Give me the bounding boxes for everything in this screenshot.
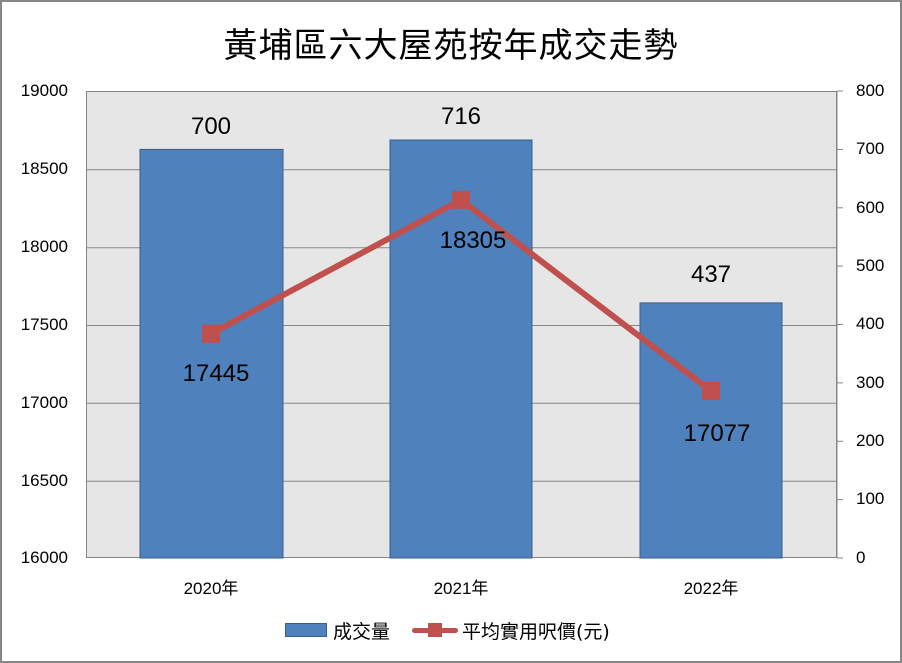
legend-label: 成交量 <box>333 620 391 643</box>
line-value-label: 17077 <box>683 420 751 447</box>
bar-value-label: 437 <box>690 261 732 288</box>
right-tick: 0 <box>856 548 866 567</box>
legend-line-marker-icon <box>412 623 459 637</box>
right-tick: 200 <box>856 431 885 450</box>
x-label: 2022年 <box>683 579 739 598</box>
left-tick: 16000 <box>20 548 68 567</box>
left-tick: 16500 <box>20 471 68 490</box>
legend-item-volume: 成交量 <box>285 617 390 644</box>
legend: 成交量 平均實用呎價(元) <box>285 616 632 644</box>
right-tick: 100 <box>856 489 885 508</box>
legend-bar-swatch-icon <box>285 623 327 637</box>
right-tick: 300 <box>856 373 885 392</box>
left-tick: 18500 <box>20 159 68 178</box>
line-series <box>202 190 720 400</box>
bar-2020 <box>139 148 284 559</box>
right-tick: 700 <box>856 139 885 158</box>
bar-2021 <box>389 139 533 559</box>
chart-title: 黃埔區六大屋苑按年成交走勢 <box>223 26 679 66</box>
marker-2021 <box>452 190 470 209</box>
left-tick: 17500 <box>20 315 68 334</box>
x-label: 2021年 <box>433 579 489 598</box>
right-tick: 500 <box>856 256 885 275</box>
legend-item-price: 平均實用呎價(元) <box>412 617 610 644</box>
bar-value-label: 700 <box>190 113 232 140</box>
right-tick: 400 <box>856 314 885 333</box>
legend-label: 平均實用呎價(元) <box>462 620 610 643</box>
left-tick: 17000 <box>20 393 68 412</box>
right-axis-ticks <box>836 90 843 559</box>
bar-2022 <box>639 302 783 559</box>
marker-2022 <box>702 382 720 400</box>
line-value-label: 18305 <box>439 227 507 254</box>
left-tick: 19000 <box>20 81 68 100</box>
bar-series <box>139 139 783 559</box>
right-tick: 600 <box>856 198 885 217</box>
x-label: 2020年 <box>183 579 239 598</box>
right-tick: 800 <box>856 81 885 100</box>
marker-2020 <box>202 324 220 343</box>
left-tick: 18000 <box>20 237 68 256</box>
bar-value-label: 716 <box>440 103 482 130</box>
line-value-label: 17445 <box>182 360 250 387</box>
